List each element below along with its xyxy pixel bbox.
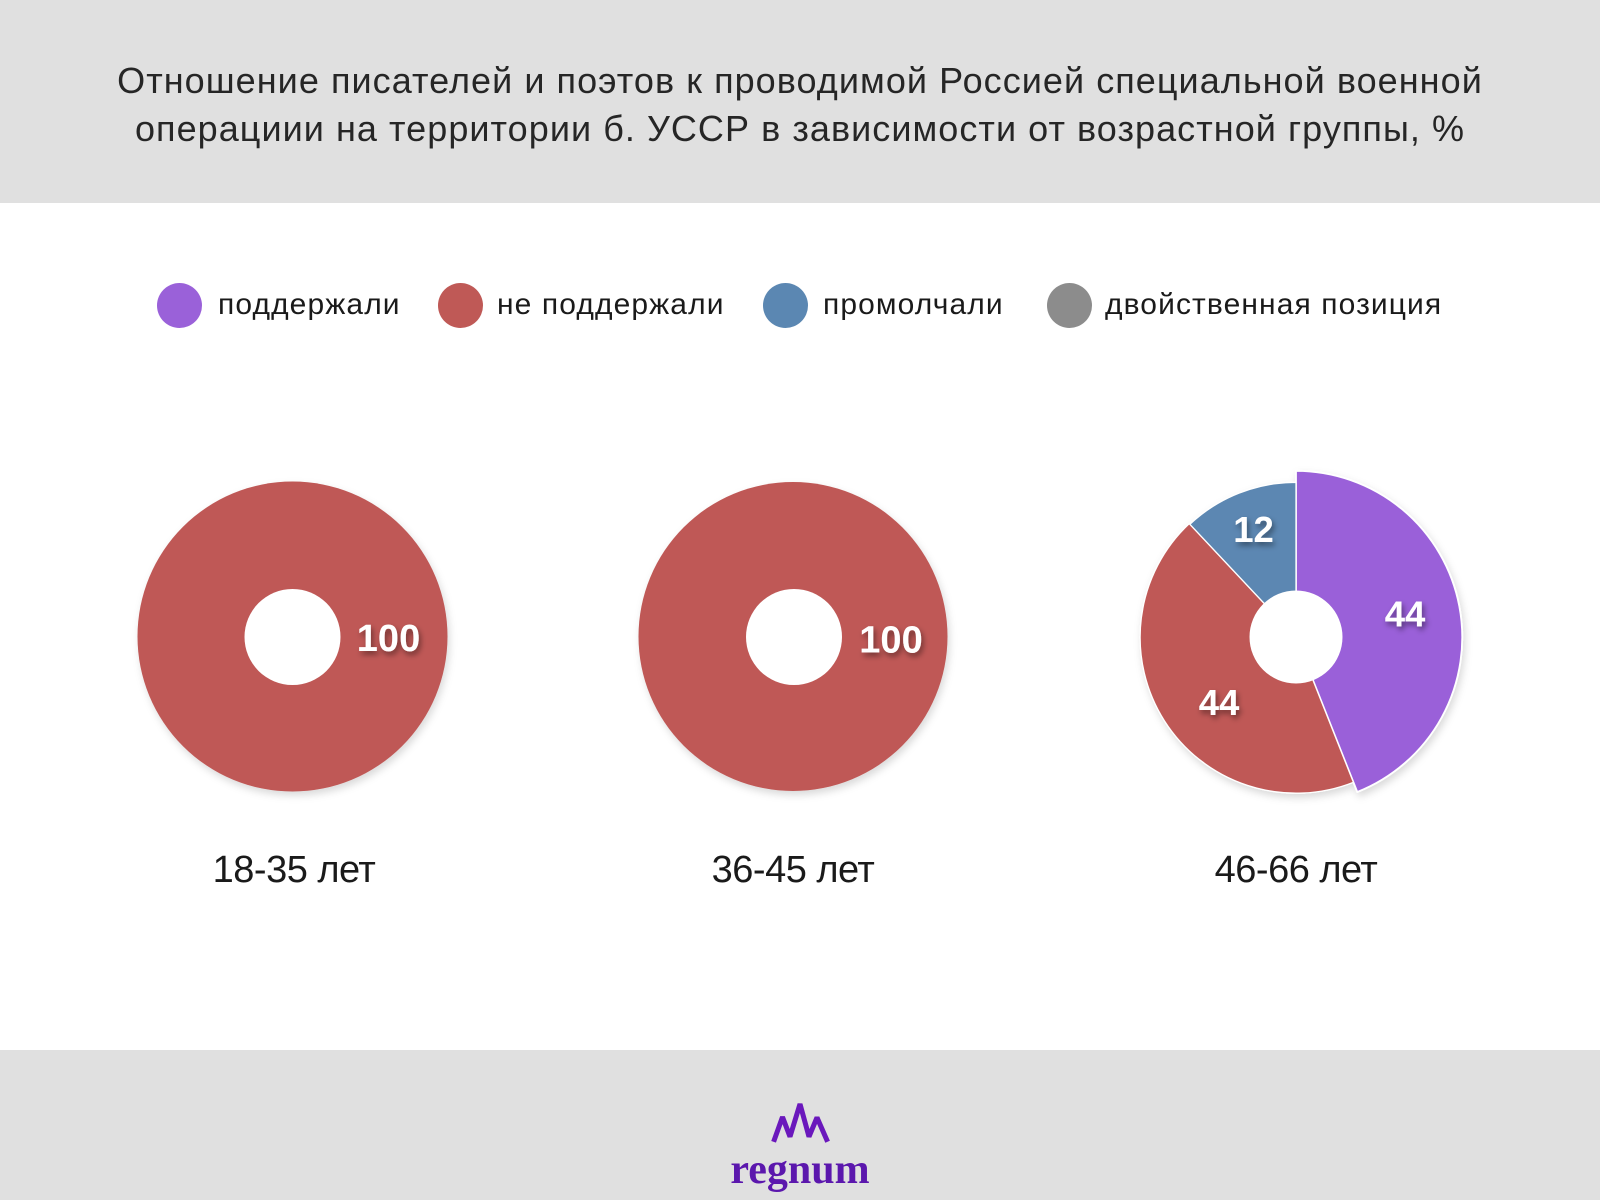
svg-text:100: 100 [357, 618, 420, 660]
svg-text:regnum: regnum [730, 1147, 869, 1193]
svg-text:100: 100 [859, 620, 922, 662]
svg-text:44: 44 [1199, 682, 1240, 723]
svg-text:44: 44 [1385, 594, 1426, 635]
svg-text:12: 12 [1233, 509, 1274, 550]
